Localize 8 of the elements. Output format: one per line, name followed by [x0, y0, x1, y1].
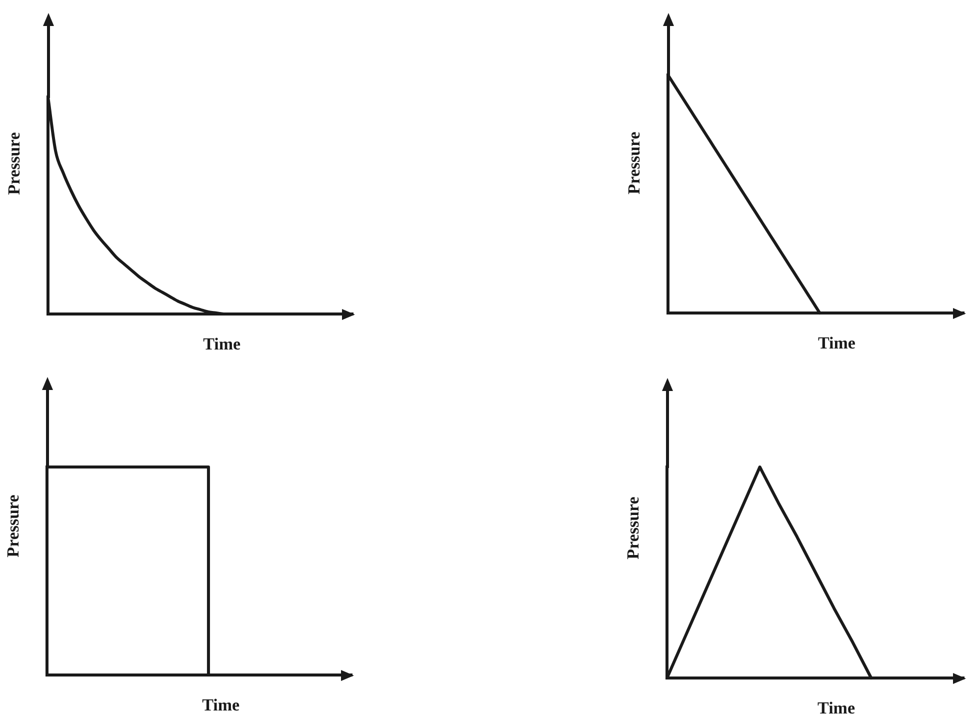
x-axis-title: Time: [203, 334, 242, 354]
y-axis-title: Pressure: [624, 131, 644, 194]
y-axis-title: Pressure: [4, 132, 24, 195]
x-axis-title: Time: [818, 333, 856, 352]
y-axis-title: Pressure: [623, 496, 642, 560]
x-axis-title: Time: [202, 695, 240, 714]
x-axis-title: Time: [818, 698, 856, 718]
y-axis-title: Pressure: [3, 494, 22, 558]
